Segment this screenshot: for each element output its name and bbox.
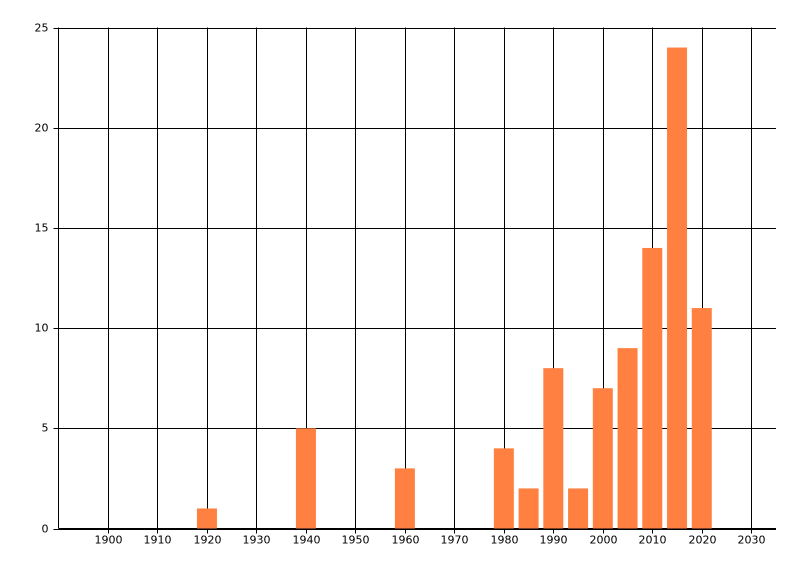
x-tick-label: 2030: [738, 534, 766, 547]
x-tick-label: 1970: [441, 534, 469, 547]
x-tick-label: 1930: [243, 534, 271, 547]
y-tick-label: 15: [35, 222, 49, 235]
bar: [543, 368, 564, 529]
bar: [493, 448, 514, 529]
bar: [691, 308, 712, 529]
x-tick-label: 1990: [540, 534, 568, 547]
y-tick-label: 25: [35, 22, 49, 35]
y-tick-label: 20: [35, 122, 49, 135]
bar: [667, 47, 688, 529]
y-tick-label: 10: [35, 322, 49, 335]
x-tick-label: 1960: [392, 534, 420, 547]
bar: [592, 388, 613, 529]
x-tick-label: 2020: [689, 534, 717, 547]
y-tick-label: 0: [42, 523, 49, 536]
bar: [394, 468, 415, 529]
x-tick-label: 2000: [590, 534, 618, 547]
bar: [295, 428, 316, 529]
x-tick-label: 1980: [491, 534, 519, 547]
x-tick-label: 1950: [342, 534, 370, 547]
x-tick-label: 1900: [95, 534, 123, 547]
x-tick-label: 2010: [639, 534, 667, 547]
x-tick-label: 1910: [144, 534, 172, 547]
y-tick-label: 5: [42, 422, 49, 435]
bar: [196, 508, 217, 529]
x-tick-label: 1920: [194, 534, 222, 547]
bar: [642, 247, 663, 529]
bar: [518, 488, 539, 529]
x-tick-label: 1940: [293, 534, 321, 547]
bar: [617, 348, 638, 529]
bar: [568, 488, 589, 529]
